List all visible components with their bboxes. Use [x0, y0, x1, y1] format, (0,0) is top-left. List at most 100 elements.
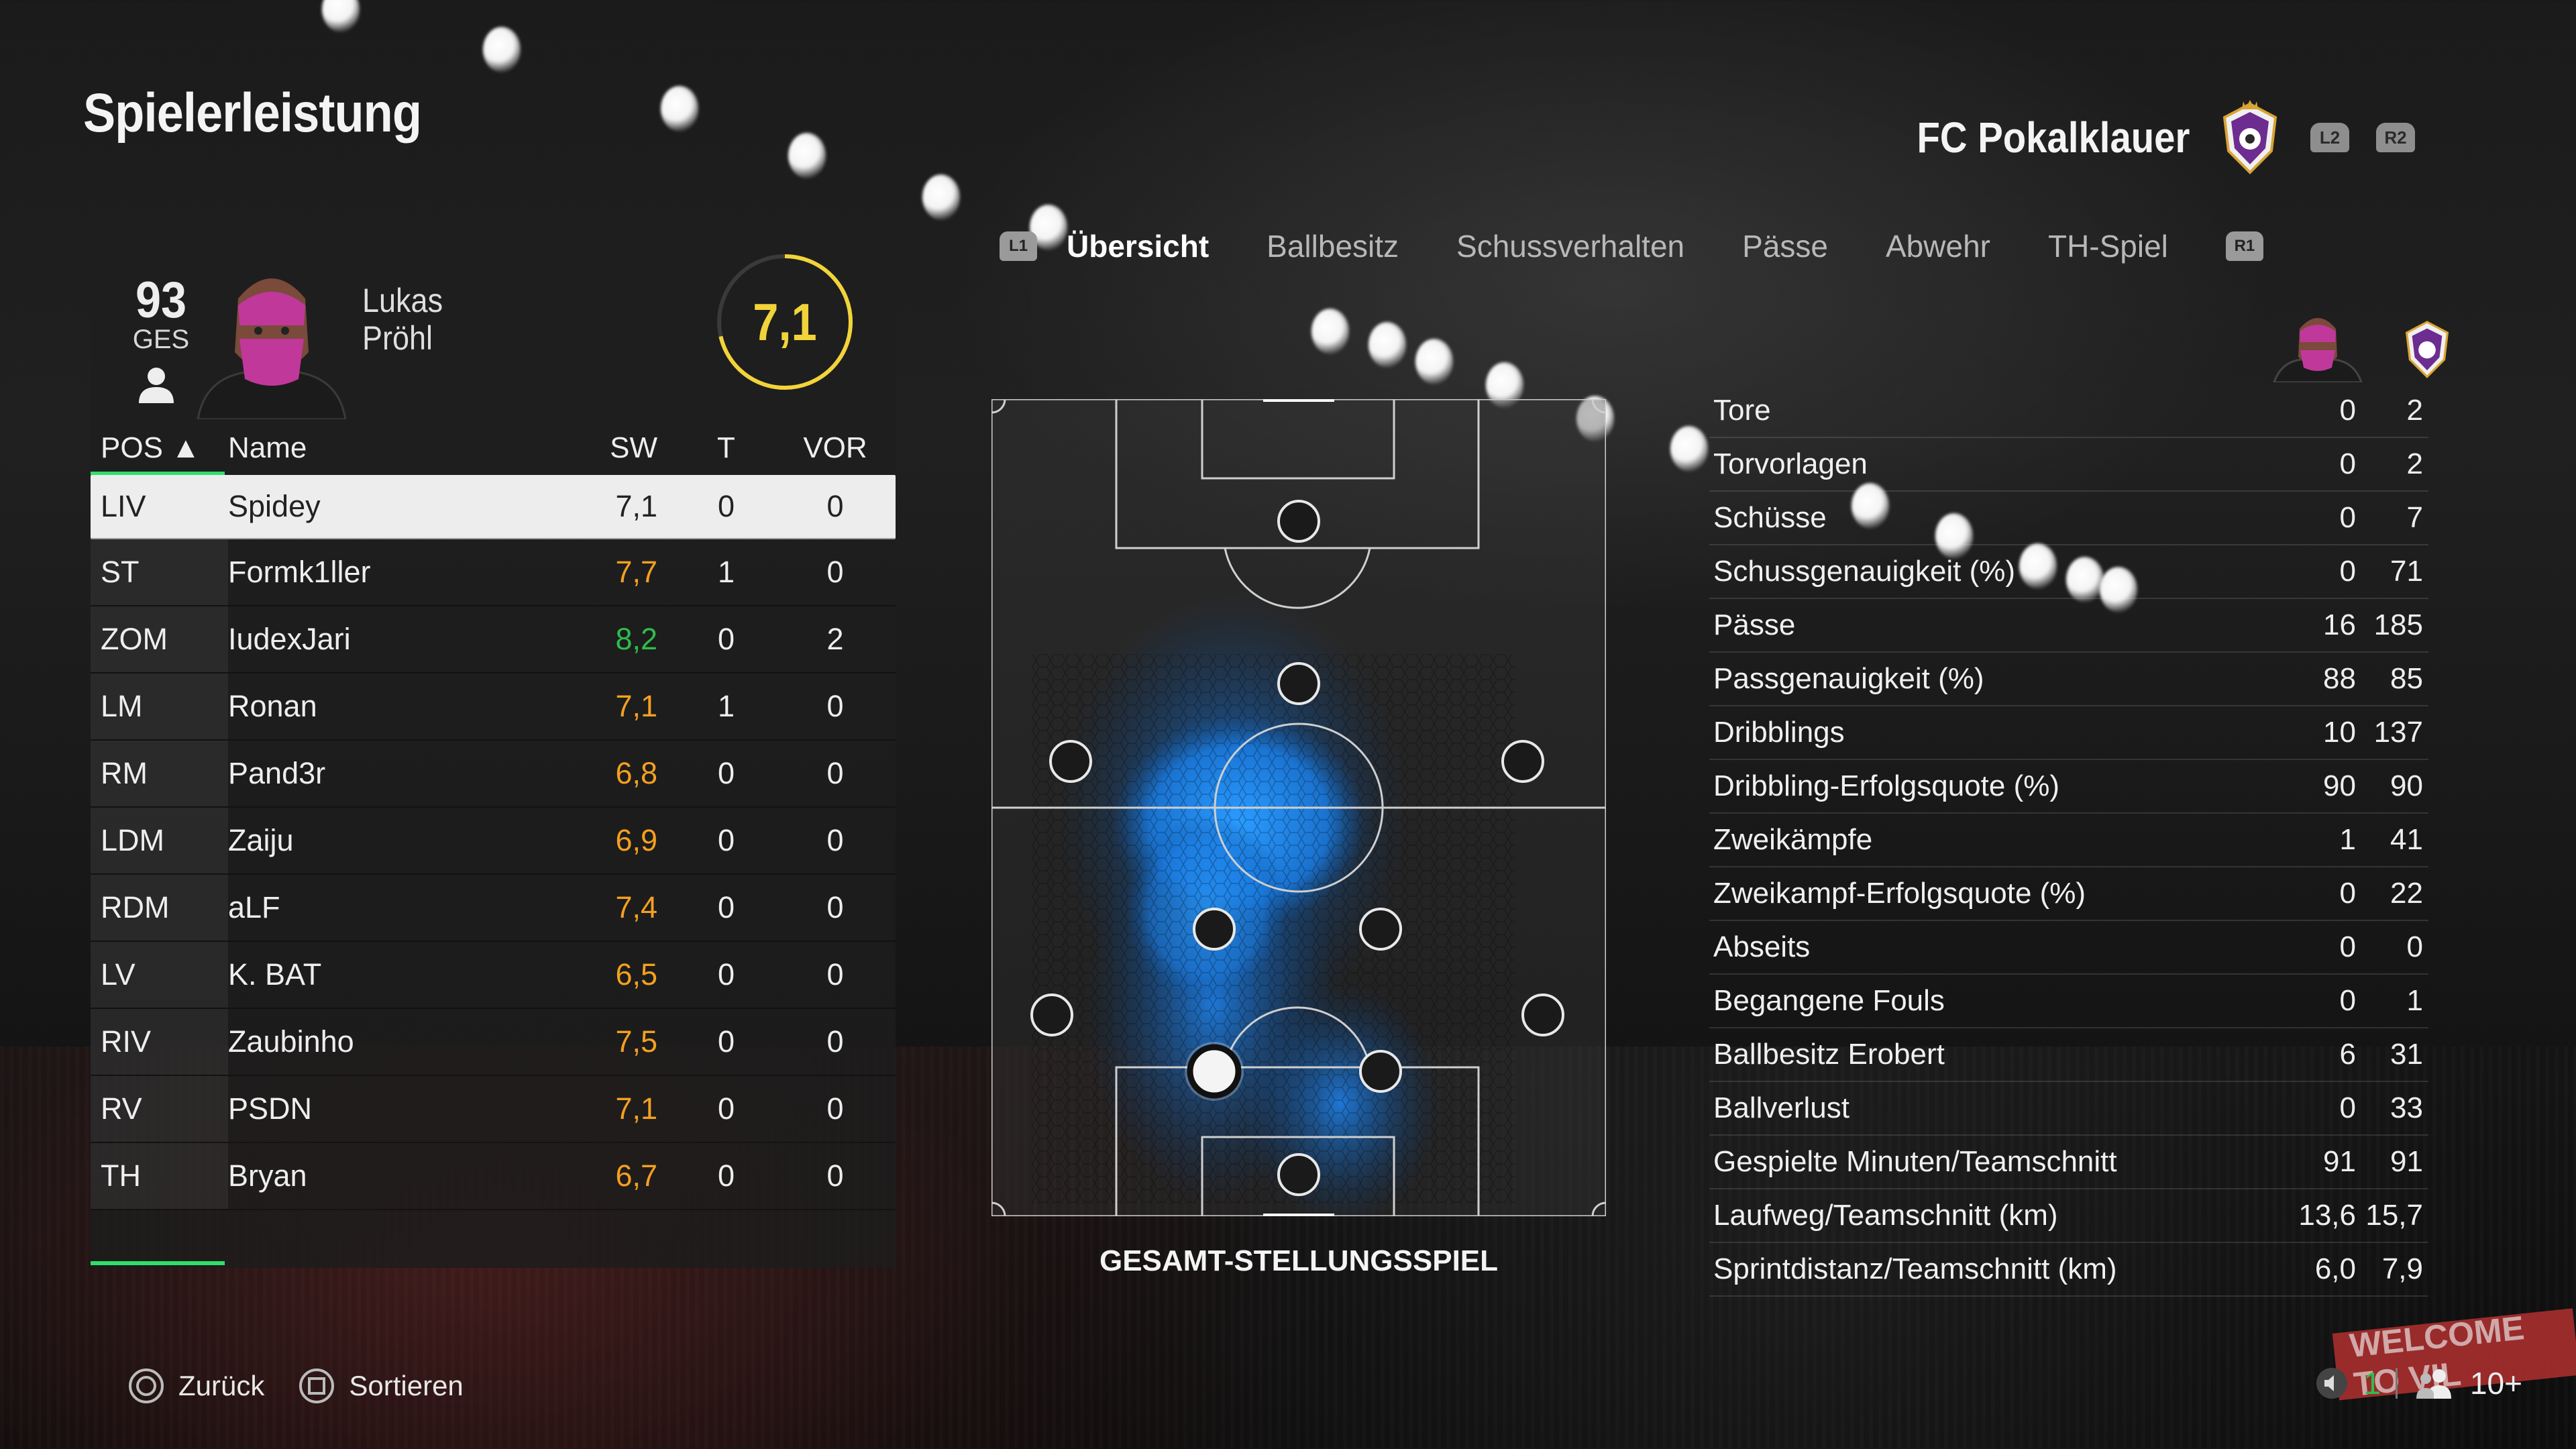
- stat-label: Begangene Fouls: [1713, 984, 1945, 1017]
- stat-row: Schüsse 0 7: [1709, 492, 2428, 545]
- column-header-pos[interactable]: POS ▲: [101, 431, 201, 464]
- tab-paesse[interactable]: Pässe: [1742, 229, 1828, 264]
- stat-player-value: 0: [2339, 877, 2356, 910]
- table-row[interactable]: LIV Spidey 7,1 0 0: [91, 475, 896, 539]
- selected-player-marker-core: [1187, 1044, 1242, 1099]
- row-name: Pand3r: [228, 756, 326, 790]
- stat-player-value: 0: [2339, 930, 2356, 963]
- row-name: Bryan: [228, 1159, 307, 1193]
- floodlight: [2019, 543, 2057, 589]
- table-row[interactable]: RM Pand3r 6,8 0 0: [91, 741, 896, 808]
- player-first-name: Lukas: [362, 282, 443, 319]
- stat-label: Zweikämpfe: [1713, 823, 1873, 856]
- overall-label: GES: [132, 325, 190, 354]
- row-rating: 6,7: [615, 1159, 657, 1193]
- stat-row: Tore 0 2: [1709, 384, 2428, 438]
- table-row[interactable]: LV K. BAT 6,5 0 0: [91, 942, 896, 1009]
- stat-team-value: 0: [2406, 930, 2423, 963]
- position-marker: [1193, 908, 1236, 951]
- stat-team-value: 137: [2373, 716, 2423, 749]
- row-rating: 7,1: [615, 689, 657, 723]
- row-goals: 0: [717, 1159, 735, 1193]
- row-goals: 0: [717, 1024, 735, 1059]
- stat-player-value: 0: [2339, 447, 2356, 480]
- row-name: PSDN: [228, 1091, 313, 1126]
- position-marker: [1359, 1050, 1402, 1093]
- sort-label: Sortieren: [349, 1370, 464, 1401]
- tab-schussverhalten[interactable]: Schussverhalten: [1456, 229, 1685, 264]
- r2-button[interactable]: R2: [2376, 123, 2415, 152]
- stat-label: Torvorlagen: [1713, 447, 1868, 480]
- tab-uebersicht[interactable]: Übersicht: [1067, 229, 1210, 264]
- floodlight: [788, 133, 826, 178]
- stat-row: Torvorlagen 0 2: [1709, 438, 2428, 492]
- row-pos: RV: [91, 1076, 228, 1142]
- table-header: POS ▲ Name SW T VOR: [91, 421, 896, 475]
- overall-rating: 93 GES: [124, 272, 198, 354]
- column-header-t[interactable]: T: [717, 431, 735, 464]
- sort-button[interactable]: Sortieren: [299, 1368, 464, 1403]
- l1-button[interactable]: L1: [1000, 231, 1037, 261]
- row-assists: 2: [826, 622, 844, 656]
- stat-row: Schussgenauigkeit (%) 0 71: [1709, 545, 2428, 599]
- club-crest-icon: [2405, 321, 2449, 378]
- row-rating: 7,5: [615, 1024, 657, 1059]
- stat-label: Dribbling-Erfolgsquote (%): [1713, 769, 2059, 802]
- page-title: Spielerleistung: [83, 83, 422, 144]
- stat-row: Laufweg/Teamschnitt (km) 13,6 15,7: [1709, 1189, 2428, 1243]
- row-name: K. BAT: [228, 957, 322, 991]
- stat-label: Gespielte Minuten/Teamschnitt: [1713, 1145, 2117, 1178]
- stat-label: Dribblings: [1713, 716, 1845, 749]
- table-row[interactable]: TH Bryan 6,7 0 0: [91, 1143, 896, 1210]
- table-row[interactable]: LM Ronan 7,1 1 0: [91, 674, 896, 741]
- stat-label: Schussgenauigkeit (%): [1713, 555, 2016, 588]
- column-header-name[interactable]: Name: [228, 431, 307, 464]
- row-assists: 0: [826, 1091, 844, 1126]
- table-row[interactable]: RDM aLF 7,4 0 0: [91, 875, 896, 942]
- position-marker: [1049, 740, 1092, 783]
- table-row[interactable]: LDM Zaiju 6,9 0 0: [91, 808, 896, 875]
- tab-th-spiel[interactable]: TH-Spiel: [2047, 229, 2168, 264]
- floodlight: [2066, 557, 2104, 602]
- table-row[interactable]: RV PSDN 7,1 0 0: [91, 1076, 896, 1143]
- row-name: Zaubinho: [228, 1024, 354, 1059]
- row-pos: LM: [91, 674, 228, 739]
- tab-abwehr[interactable]: Abwehr: [1886, 229, 1990, 264]
- stat-player-value: 16: [2323, 608, 2356, 641]
- column-header-sw[interactable]: SW: [610, 431, 657, 464]
- column-header-vor[interactable]: VOR: [803, 431, 867, 464]
- table-row[interactable]: ZOM IudexJari 8,2 0 2: [91, 606, 896, 674]
- stat-team-value: 22: [2390, 877, 2423, 910]
- stat-row: Gespielte Minuten/Teamschnitt 91 91: [1709, 1136, 2428, 1189]
- stat-label: Schüsse: [1713, 501, 1827, 534]
- l2-button[interactable]: L2: [2310, 123, 2349, 152]
- position-marker: [1521, 994, 1564, 1036]
- stat-player-value: 13,6: [2298, 1199, 2356, 1232]
- overall-value: 93: [135, 272, 187, 329]
- r1-button[interactable]: R1: [2225, 231, 2263, 261]
- stat-row: Ballverlust 0 33: [1709, 1082, 2428, 1136]
- row-assists: 0: [826, 823, 844, 857]
- table-row[interactable]: RIV Zaubinho 7,5 0 0: [91, 1009, 896, 1076]
- row-assists: 0: [826, 1159, 844, 1193]
- stat-player-value: 0: [2339, 555, 2356, 588]
- back-button[interactable]: Zurück: [129, 1368, 264, 1403]
- tab-ballbesitz[interactable]: Ballbesitz: [1267, 229, 1399, 264]
- row-rating: 7,4: [615, 890, 657, 924]
- floodlight: [2100, 567, 2137, 612]
- match-rating-value: 7,1: [753, 292, 817, 352]
- stat-player-value: 6: [2339, 1038, 2356, 1071]
- floodlight: [1368, 322, 1406, 368]
- row-goals: 0: [717, 1091, 735, 1126]
- row-name: IudexJari: [228, 622, 351, 656]
- stat-team-value: 7,9: [2381, 1252, 2423, 1285]
- row-name: Ronan: [228, 689, 317, 723]
- stat-player-value: 0: [2339, 501, 2356, 534]
- row-pos: LV: [91, 942, 228, 1008]
- footer-controls: Zurück Sortieren: [129, 1368, 498, 1403]
- stat-row: Abseits 0 0: [1709, 921, 2428, 975]
- stat-player-value: 90: [2323, 769, 2356, 802]
- person-icon: [139, 368, 174, 403]
- table-row[interactable]: ST Formk1ller 7,7 1 0: [91, 539, 896, 606]
- stat-row: Passgenauigkeit (%) 88 85: [1709, 653, 2428, 706]
